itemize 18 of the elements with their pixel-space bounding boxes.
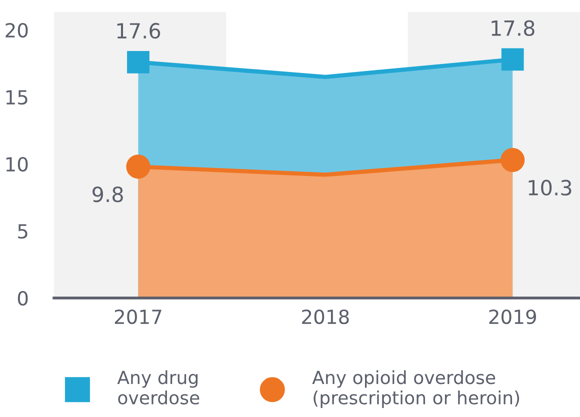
- point: [500, 148, 525, 172]
- legend-label: Any drug overdose: [117, 370, 200, 404]
- data-label: 17.6: [117, 22, 160, 39]
- y-tick-label: 10: [6, 156, 28, 172]
- point: [126, 154, 150, 179]
- y-tick-label: 15: [6, 90, 28, 105]
- point: [501, 48, 524, 71]
- y-tick-label: 0: [18, 290, 28, 306]
- data-label: 9.8: [92, 186, 123, 202]
- point: [127, 50, 150, 74]
- legend-label: Any opioid overdose (prescription or heroin): [312, 370, 520, 408]
- x-tick-label: 2018: [302, 309, 349, 324]
- x-tick-label: 2019: [489, 309, 536, 324]
- data-label: 10.3: [528, 180, 572, 196]
- data-label: 17.8: [492, 20, 534, 36]
- x-tick-label: 2017: [114, 309, 162, 324]
- y-tick-label: 20: [6, 22, 28, 38]
- y-tick-label: 5: [18, 224, 28, 239]
